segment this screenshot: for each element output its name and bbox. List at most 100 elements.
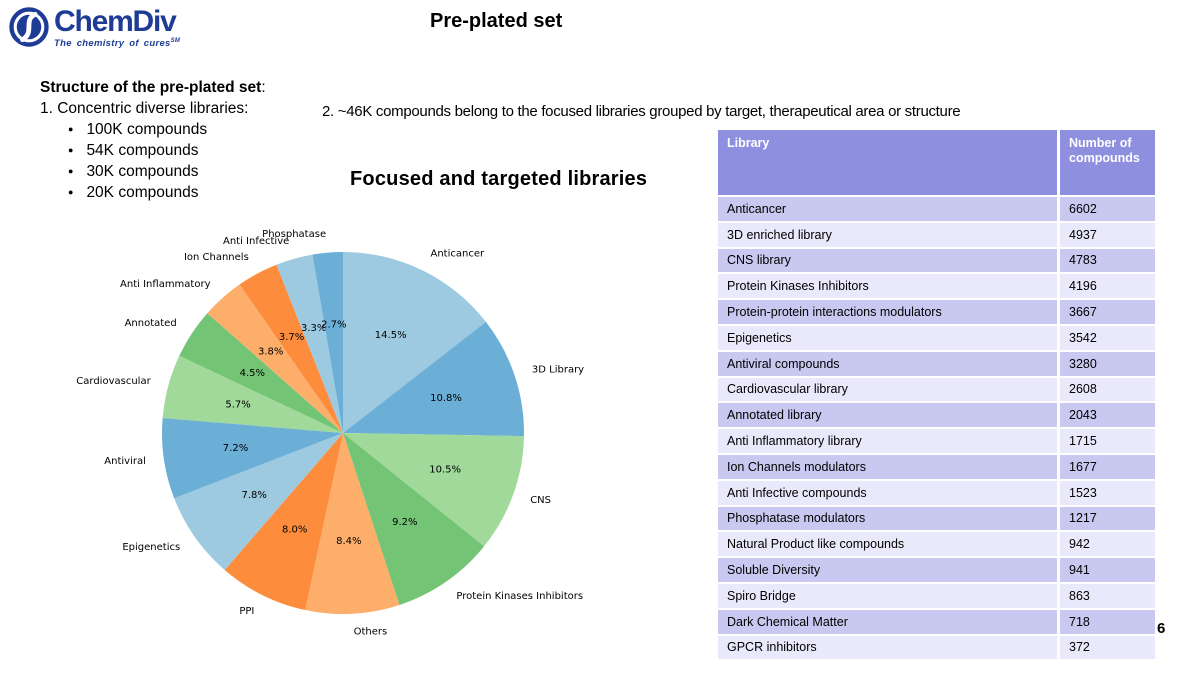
chart-title: Focused and targeted libraries [350, 168, 648, 190]
pie-slice-cns [343, 433, 524, 547]
table-cell-count: 942 [1060, 532, 1155, 557]
pie-slice-phosphatase [312, 252, 343, 433]
bullet-label: 54K compounds [86, 142, 199, 159]
pie-category-label: Epigenetics [122, 542, 180, 553]
pie-category-label: 3D Library [532, 365, 584, 376]
pie-slice-others [305, 433, 400, 614]
bullet-label: 100K compounds [86, 121, 208, 138]
logo-tagline: The chemistry of curesSM [54, 37, 181, 49]
pie-category-label: Annotated [125, 318, 177, 329]
page-number: 6 [1157, 620, 1166, 637]
pie-category-label: Antiviral [104, 456, 146, 467]
pie-pct-label: 8.0% [282, 525, 307, 536]
pie-pct-label: 3.8% [258, 346, 283, 357]
table-cell-count: 2043 [1060, 403, 1155, 428]
table-cell-count: 6602 [1060, 197, 1155, 221]
focused-libraries-pie-chart: 14.5% Anticancer 10.8% 3D Library 10.5% CNS 9.… [76, 229, 584, 637]
table-header-count: Number of compounds [1060, 130, 1155, 195]
focused-libraries-note: 2. ~46K compounds belong to the focused … [322, 103, 961, 120]
pie-slice-annotated [179, 313, 343, 433]
pie-pct-label: 7.8% [241, 490, 266, 501]
bullet-label: 20K compounds [86, 184, 199, 201]
table-cell-count: 372 [1060, 635, 1155, 660]
pie-slice-ppi [224, 433, 343, 611]
pie-category-label: Anti Inflammatory [120, 279, 211, 290]
pie-pct-label: 9.2% [392, 517, 417, 528]
table-cell-count: 2608 [1060, 377, 1155, 402]
logo-name: ChemDiv [54, 5, 177, 38]
compound-bullet-list: ● 100K compounds ● 54K compounds ● 30K compou… [40, 119, 266, 203]
pie-slice-anti-inflammatory [207, 284, 343, 433]
library-table: Library Number of compounds Anticancer 6602… [718, 130, 1155, 660]
bullet-dot-icon: ● [68, 124, 74, 134]
pie-slice-anticancer [343, 252, 486, 433]
table-cell-library: Ion Channels modulators [718, 454, 1057, 479]
table-cell-library: Protein-protein interactions modulators [718, 300, 1057, 324]
pie-pct-label: 14.5% [375, 330, 407, 341]
bullet-item: ● 54K compounds [68, 140, 266, 161]
bullet-label: 30K compounds [86, 163, 199, 180]
bullet-dot-icon: ● [68, 187, 74, 197]
table-cell-count: 718 [1060, 609, 1155, 634]
structure-heading: Structure of the pre-plated set: [40, 79, 266, 96]
table-header-library: Library [718, 130, 1057, 195]
table-cell-library: Spiro Bridge [718, 583, 1057, 608]
table-cell-library: Cardiovascular library [718, 377, 1057, 402]
pie-slice-antiviral [162, 417, 343, 499]
bullet-item: ● 20K compounds [68, 182, 266, 203]
table-cell-count: 1523 [1060, 480, 1155, 505]
table-cell-count: 1715 [1060, 429, 1155, 453]
table-cell-library: Annotated library [718, 403, 1057, 428]
table-cell-count: 3667 [1060, 300, 1155, 324]
table-cell-library: Natural Product like compounds [718, 532, 1057, 557]
pie-slice-epigenetics [174, 433, 343, 570]
table-cell-library: Epigenetics [718, 325, 1057, 350]
pie-pct-label: 10.5% [429, 464, 461, 475]
pie-pct-label: 3.3% [301, 323, 326, 334]
pie-pct-label: 8.4% [336, 536, 361, 547]
structure-item-1: 1. Concentric diverse libraries: [40, 100, 249, 117]
pie-category-label: Ion Channels [184, 252, 249, 263]
pie-pct-label: 5.7% [225, 399, 250, 410]
pie-slice-protein-kinases-inhibitors [343, 433, 485, 605]
chemdiv-logo: ChemDiv The chemistry of curesSM [8, 6, 180, 49]
table-cell-library: Anti Infective compounds [718, 480, 1057, 505]
table-cell-count: 3280 [1060, 351, 1155, 376]
bullet-item: ● 100K compounds [68, 119, 266, 140]
pie-category-label: Cardiovascular [76, 376, 151, 387]
table-cell-library: Antiviral compounds [718, 351, 1057, 376]
pie-pct-label: 10.8% [430, 393, 462, 404]
pie-pct-label: 7.2% [223, 443, 248, 454]
pie-category-label: Phosphatase [262, 229, 326, 240]
bullet-item: ● 30K compounds [68, 161, 266, 182]
chemdiv-logo-icon [9, 7, 49, 47]
pie-slice-ion-channels [239, 264, 343, 433]
pie-slice-3d-library [343, 321, 524, 437]
pie-category-label: Others [354, 626, 388, 637]
table-cell-count: 863 [1060, 583, 1155, 608]
slide-title: Pre-plated set [430, 10, 563, 32]
table-cell-count: 4196 [1060, 274, 1155, 299]
table-cell-library: CNS library [718, 248, 1057, 273]
pie-category-label: Anti Infective [223, 236, 289, 247]
table-cell-library: Anti Inflammatory library [718, 429, 1057, 453]
table-cell-library: Anticancer [718, 197, 1057, 221]
table-cell-library: Protein Kinases Inhibitors [718, 274, 1057, 299]
table-cell-library: Dark Chemical Matter [718, 609, 1057, 634]
pie-pct-label: 4.5% [240, 368, 265, 379]
table-cell-count: 1217 [1060, 506, 1155, 531]
pie-category-label: Anticancer [431, 249, 485, 260]
pie-category-label: PPI [239, 606, 254, 617]
pie-category-label: CNS [530, 495, 551, 506]
structure-text-block: Structure of the pre-plated set: 1. Conc… [40, 77, 266, 203]
bullet-dot-icon: ● [68, 145, 74, 155]
bullet-dot-icon: ● [68, 166, 74, 176]
table-cell-count: 3542 [1060, 325, 1155, 350]
table-cell-library: GPCR inhibitors [718, 635, 1057, 660]
table-cell-count: 4937 [1060, 222, 1155, 247]
table-cell-count: 941 [1060, 558, 1155, 582]
table-cell-library: Soluble Diversity [718, 558, 1057, 582]
pie-slice-cardiovascular [162, 355, 343, 433]
table-cell-count: 4783 [1060, 248, 1155, 273]
table-cell-library: Phosphatase modulators [718, 506, 1057, 531]
